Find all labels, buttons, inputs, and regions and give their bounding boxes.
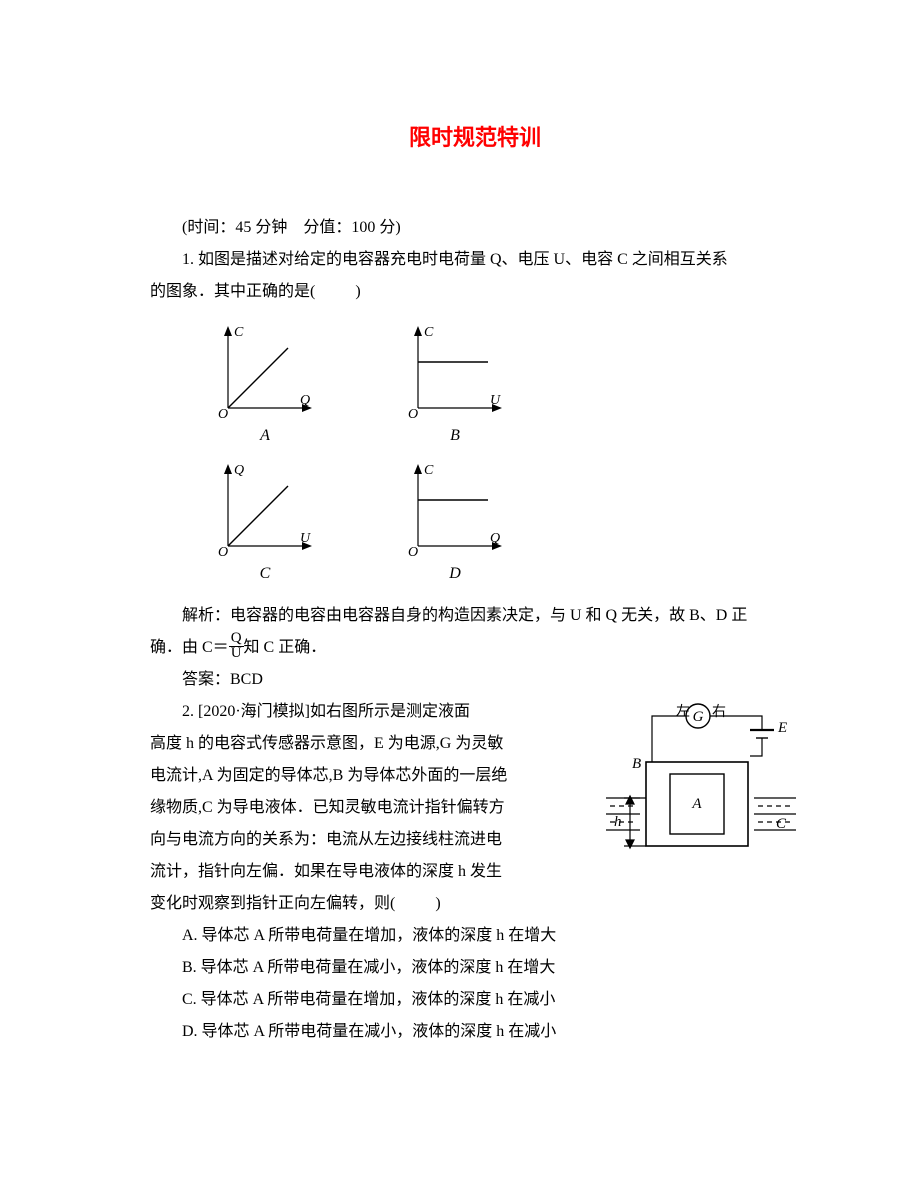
chart-D: C Q O D bbox=[400, 460, 510, 590]
q1-stem-line2: 的图象．其中正确的是() bbox=[150, 276, 800, 308]
chart-A: C Q O A bbox=[210, 322, 320, 452]
chart-A-O: O bbox=[218, 407, 228, 422]
chart-B-label: B bbox=[400, 420, 510, 452]
q2-option-D: D. 导体芯 A 所带电荷量在减小，液体的深度 h 在减小 bbox=[150, 1016, 800, 1048]
q1-answer: 答案：BCD bbox=[150, 664, 800, 696]
chart-B-ylab: C bbox=[424, 325, 434, 340]
chart-A-xlab: Q bbox=[300, 393, 310, 408]
fig-E: E bbox=[777, 720, 787, 736]
chart-C-ylab: Q bbox=[234, 463, 244, 478]
fig-C: C bbox=[776, 816, 787, 832]
q2-stem-7: 变化时观察到指针正向左偏转，则() bbox=[150, 888, 800, 920]
time-score: (时间：45 分钟 分值：100 分) bbox=[150, 212, 800, 244]
chart-C: Q U O C bbox=[210, 460, 320, 590]
chart-D-O: O bbox=[408, 545, 418, 560]
q1-stem-line1: 1. 如图是描述对给定的电容器充电时电荷量 Q、电压 U、电容 C 之间相互关系 bbox=[150, 244, 800, 276]
q1-stem-2a: 的图象．其中正确的是( bbox=[150, 283, 315, 300]
fig-right-label: 右 bbox=[712, 704, 726, 720]
q2-stem-7a: 变化时观察到指针正向左偏转，则( bbox=[150, 895, 395, 912]
q1-fraction: QU bbox=[229, 631, 244, 661]
chart-A-ylab: C bbox=[234, 325, 244, 340]
q1-explain-1: 解析：电容器的电容由电容器自身的构造因素决定，与 U 和 Q 无关，故 B、D … bbox=[150, 600, 800, 632]
fig-A: A bbox=[691, 796, 702, 812]
q1-explain-2: 确．由 C＝QU知 C 正确． bbox=[150, 632, 800, 664]
chart-B: C U O B bbox=[400, 322, 510, 452]
fig-h: h bbox=[614, 814, 622, 830]
page-title: 限时规范特训 bbox=[150, 120, 800, 152]
q1-frac-den: U bbox=[229, 645, 244, 661]
chart-B-O: O bbox=[408, 407, 418, 422]
fig-left-label: 左 bbox=[676, 704, 690, 720]
q2-option-B: B. 导体芯 A 所带电荷量在减小，液体的深度 h 在增大 bbox=[150, 952, 800, 984]
q2-stem-7b: ) bbox=[435, 895, 440, 912]
q1-explain-2b: 知 C 正确． bbox=[244, 639, 327, 656]
chart-D-xlab: Q bbox=[490, 531, 500, 546]
q2-figure: G 左 右 E A B bbox=[600, 700, 800, 878]
fig-B: B bbox=[632, 756, 641, 772]
q1-charts: C Q O A C U bbox=[210, 322, 800, 590]
chart-B-xlab: U bbox=[490, 393, 501, 408]
q1-stem-2b: ) bbox=[355, 283, 360, 300]
q2-option-A: A. 导体芯 A 所带电荷量在增加，液体的深度 h 在增大 bbox=[150, 920, 800, 952]
q2-option-C: C. 导体芯 A 所带电荷量在增加，液体的深度 h 在减小 bbox=[150, 984, 800, 1016]
chart-C-O: O bbox=[218, 545, 228, 560]
q1-explain-2a: 确．由 C＝ bbox=[150, 639, 229, 656]
chart-C-label: C bbox=[210, 558, 320, 590]
chart-D-ylab: C bbox=[424, 463, 434, 478]
fig-G: G bbox=[693, 709, 704, 725]
chart-A-label: A bbox=[210, 420, 320, 452]
chart-C-xlab: U bbox=[300, 531, 311, 546]
chart-D-label: D bbox=[400, 558, 510, 590]
